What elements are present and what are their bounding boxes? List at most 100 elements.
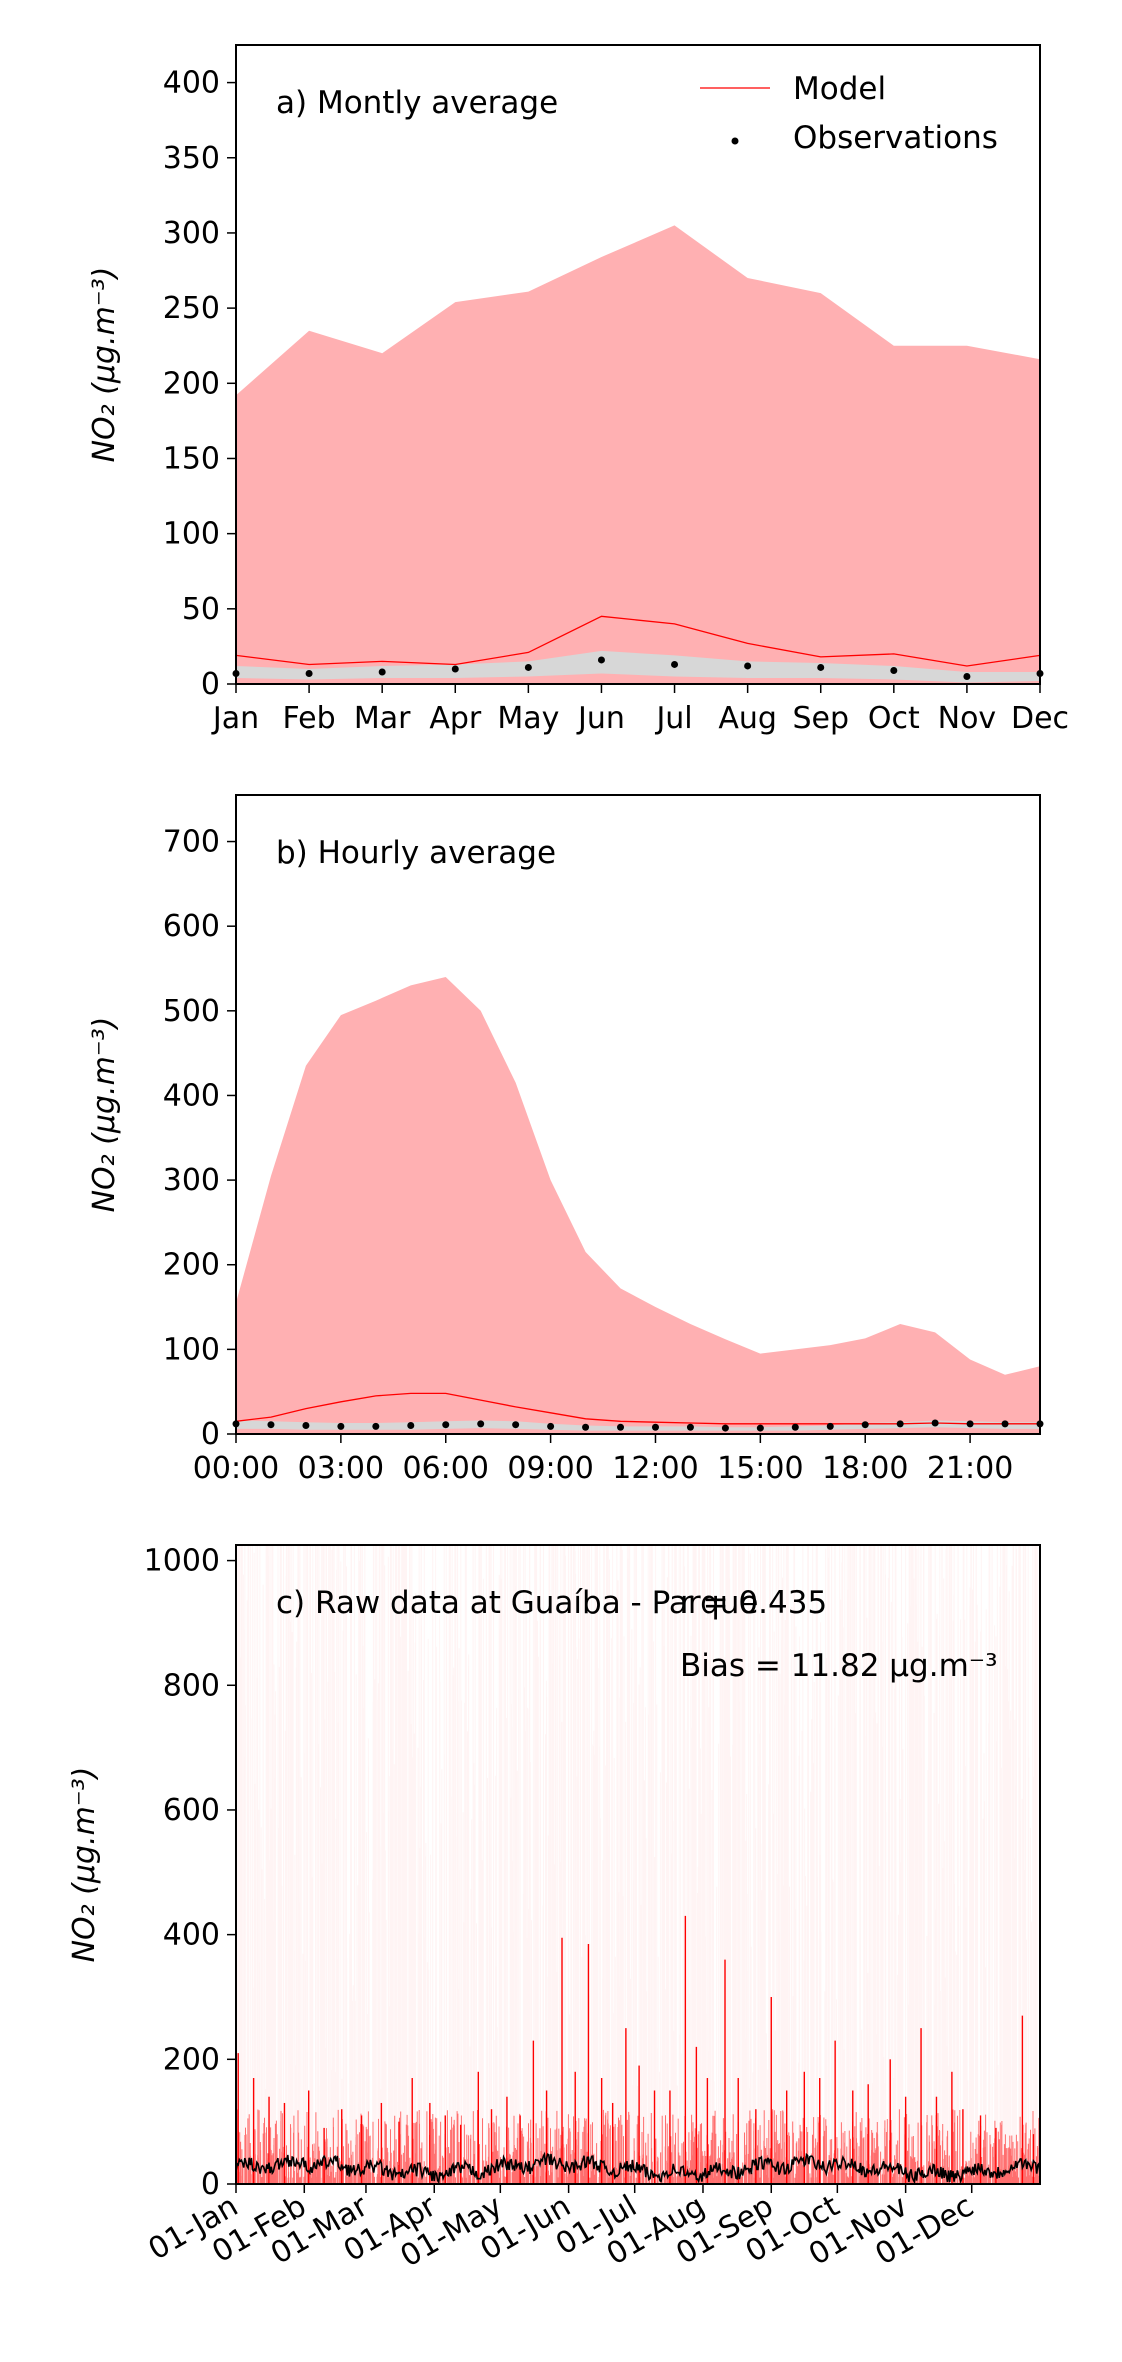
observation-point [267, 1421, 275, 1429]
observation-point [963, 672, 971, 680]
observation-point [597, 656, 605, 664]
model-line [235, 615, 1041, 667]
y-tick-label: 800 [163, 1668, 220, 1703]
monthly-chart: 0 50 100 150 200 250 300 350 400 NO₂ (μg.m⁻³) Jan F… [87, 44, 1069, 736]
x-tick-label: 21:00 [927, 1451, 1013, 1486]
observation-point [442, 1421, 450, 1429]
x-tick-label: Dec [1011, 701, 1069, 736]
y-tick-label: 200 [163, 1248, 220, 1283]
x-tick-label: 06:00 [403, 1451, 489, 1486]
legend-observations-swatch [731, 137, 739, 145]
y-tick-label: 400 [163, 1918, 220, 1953]
y-tick-label: 500 [163, 994, 220, 1029]
y-tick-label: 0 [201, 1417, 220, 1452]
y-tick-label: 700 [163, 825, 220, 860]
plot-frame [235, 1544, 1041, 2185]
y-tick-label: 600 [163, 1793, 220, 1828]
x-tick-label: 03:00 [298, 1451, 384, 1486]
x-tick-label: May [497, 701, 559, 736]
observation-point [524, 663, 532, 671]
model-hourly-envelope [235, 1545, 1038, 2184]
hourly-chart: 0 100 200 300 400 500 600 700 NO₂ (μg.m⁻³) 00:00 0… [87, 794, 1044, 1486]
correlation-label: r = 0.435 [680, 1585, 827, 1621]
legend-model-label: Model [793, 71, 886, 107]
x-tick-label: 00:00 [193, 1451, 279, 1486]
y-axis-label: NO₂ (μg.m⁻³) [87, 1017, 122, 1213]
x-tick-label: Aug [718, 701, 777, 736]
observation-point [890, 666, 898, 674]
y-tick-label: 200 [163, 366, 220, 401]
observation-point [512, 1421, 520, 1429]
y-tick-label: 400 [163, 1078, 220, 1113]
observation-point [966, 1420, 974, 1428]
observation-point [582, 1423, 590, 1431]
observation-point [305, 669, 313, 677]
x-tick-label: Oct [868, 701, 920, 736]
y-tick-label: 400 [163, 66, 220, 101]
observation-point [817, 663, 825, 671]
observation-point [302, 1422, 310, 1430]
observation-point [671, 660, 679, 668]
model-range-band [236, 225, 1040, 684]
model-range-band [236, 977, 1040, 1434]
x-tick-label: Sep [792, 701, 849, 736]
y-tick-label: 100 [163, 517, 220, 552]
x-tick-label: Nov [938, 701, 997, 736]
observation-point [861, 1421, 869, 1429]
y-tick-label: 50 [182, 592, 220, 627]
observation-point [826, 1422, 834, 1430]
observation-point [372, 1422, 380, 1430]
observation-range-band [236, 1420, 1040, 1431]
panel-label: b) Hourly average [276, 835, 556, 871]
observation-point [407, 1422, 415, 1430]
y-axis-label: NO₂ (μg.m⁻³) [67, 1767, 102, 1963]
y-tick-label: 300 [163, 216, 220, 251]
observation-point [756, 1424, 764, 1432]
bias-label: Bias = 11.82 μg.m⁻³ [680, 1648, 998, 1684]
observation-point [1001, 1420, 1009, 1428]
observation-point [617, 1423, 625, 1431]
observation-point [896, 1420, 904, 1428]
x-tick-label: 18:00 [822, 1451, 908, 1486]
observation-point [378, 668, 386, 676]
model-line [235, 1392, 1040, 1425]
y-tick-label: 200 [163, 2042, 220, 2077]
plot-frame [235, 794, 1041, 1435]
x-tick-label: Feb [283, 701, 336, 736]
legend: Model Observations [700, 71, 998, 156]
observation-series [235, 2151, 1041, 2185]
y-tick-label: 1000 [144, 1544, 220, 1579]
legend-observations-label: Observations [793, 120, 998, 156]
x-tick-label: 12:00 [612, 1451, 698, 1486]
x-tick-label: 09:00 [507, 1451, 593, 1486]
y-tick-label: 600 [163, 909, 220, 944]
observation-point [931, 1419, 939, 1427]
y-axis-label: NO₂ (μg.m⁻³) [87, 267, 122, 463]
x-tick-label: Jan [211, 701, 259, 736]
x-tick-label: Apr [429, 701, 482, 736]
y-tick-label: 0 [201, 667, 220, 702]
plot-frame [235, 44, 1041, 685]
panel-label: a) Montly average [276, 85, 558, 121]
y-tick-label: 100 [163, 1332, 220, 1367]
observation-range-band [236, 650, 1040, 683]
panel-label: c) Raw data at Guaíba - Parque [276, 1585, 758, 1621]
observation-point [451, 665, 459, 673]
observation-point [686, 1423, 694, 1431]
y-tick-label: 150 [163, 441, 220, 476]
x-tick-label: Jun [576, 701, 625, 736]
observation-point [721, 1424, 729, 1432]
x-tick-label: 15:00 [717, 1451, 803, 1486]
y-tick-label: 300 [163, 1163, 220, 1198]
y-tick-label: 250 [163, 291, 220, 326]
x-tick-label: Jul [654, 701, 692, 736]
observation-point [791, 1423, 799, 1431]
observation-point [337, 1422, 345, 1430]
observation-point [651, 1423, 659, 1431]
x-tick-label: Mar [354, 701, 411, 736]
observation-point [477, 1420, 485, 1428]
observation-point [547, 1422, 555, 1430]
y-tick-label: 350 [163, 141, 220, 176]
